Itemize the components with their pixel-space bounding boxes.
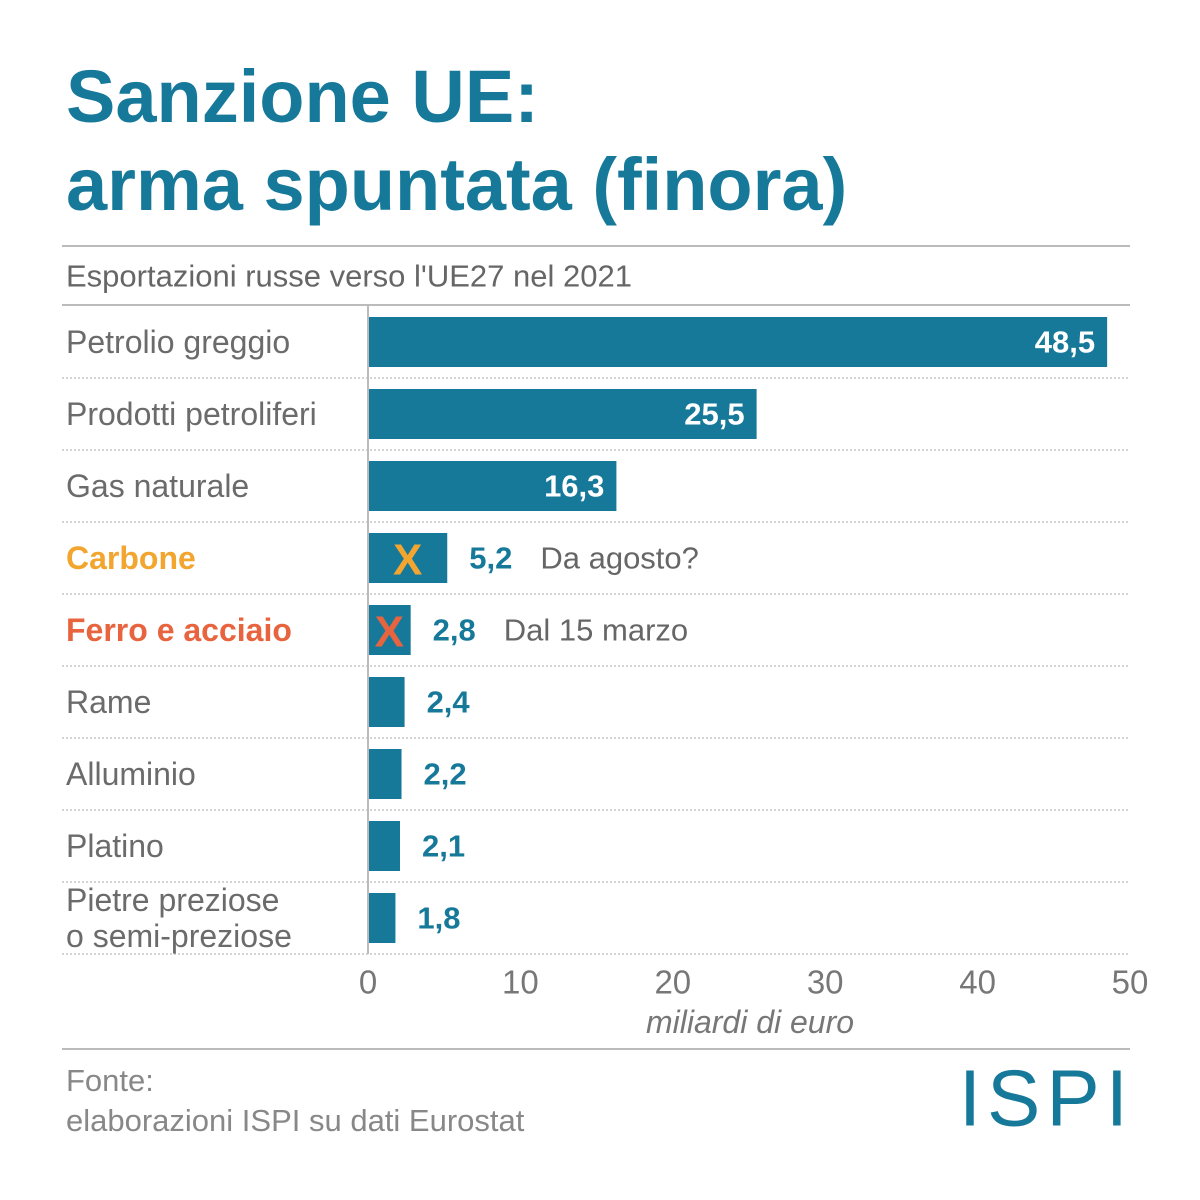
category-label: Gas naturale [66,468,249,504]
category-label: Ferro e acciaio [66,612,292,648]
x-tick-label: 0 [359,964,377,1001]
bar [368,533,448,583]
category-label: Rame [66,684,151,720]
category-label: Petrolio greggio [66,324,290,360]
bar [368,461,617,511]
x-tick-label: 50 [1112,964,1149,1001]
bar-marker: X [375,608,404,657]
annotation: Da agosto? [540,541,699,576]
bar [368,749,402,799]
bar [368,389,757,439]
x-tick-label: 40 [959,964,996,1001]
source: Fonte: elaborazioni ISPI su dati Eurostat [66,1063,525,1138]
category-label: Carbone [66,540,196,576]
logo: ISPI [959,1054,1134,1143]
x-axis-label: miliardi di euro [646,1004,854,1040]
value-label: 2,2 [424,757,467,792]
value-label: 48,5 [1035,325,1095,360]
subtitle: Esportazioni russe verso l'UE27 nel 2021 [66,259,632,294]
value-label: 16,3 [544,469,604,504]
category-label: Platino [66,828,164,864]
chart-title: Sanzione UE: arma spuntata (finora) [66,55,847,226]
value-label: 25,5 [684,397,744,432]
bar-marker: X [393,536,422,585]
category-label: Alluminio [66,756,196,792]
bar [368,677,405,727]
x-tick-label: 30 [807,964,844,1001]
value-label: 2,8 [433,613,476,648]
category-label: Prodotti petroliferi [66,396,317,432]
value-label: 1,8 [417,901,460,936]
category-label: Pietre preziose o semi-preziose [66,882,292,954]
value-label: 2,4 [427,685,471,720]
x-tick-label: 10 [502,964,539,1001]
bar [368,317,1108,367]
value-label: 2,1 [422,829,465,864]
value-label: 5,2 [469,541,512,576]
annotation: Dal 15 marzo [504,613,688,648]
bar [368,893,396,943]
bar [368,605,411,655]
bar [368,821,401,871]
x-tick-label: 20 [654,964,691,1001]
